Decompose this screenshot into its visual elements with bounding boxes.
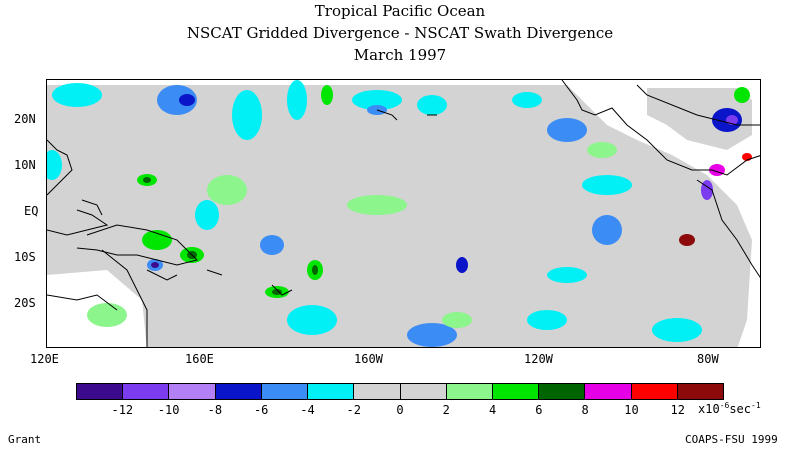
colorbar-swatch xyxy=(446,384,493,399)
lon-label-160e: 160E xyxy=(185,352,214,366)
map-title: Tropical Pacific Ocean xyxy=(314,2,486,20)
map-date: March 1997 xyxy=(353,46,447,64)
colorbar-tick-label: 12 xyxy=(670,403,685,417)
colorbar-swatch xyxy=(631,384,678,399)
lat-label-10s: 10S xyxy=(14,250,36,264)
map-plot-area xyxy=(46,79,761,348)
colorbar-swatch xyxy=(539,384,586,399)
colorbar-swatch xyxy=(400,384,447,399)
colorbar-tick-label: -6 xyxy=(253,403,269,417)
ocean-data-region xyxy=(47,85,752,347)
colorbar-swatch xyxy=(308,384,355,399)
colorbar-tick-label: -8 xyxy=(207,403,223,417)
colorbar-tick-label: -4 xyxy=(300,403,315,417)
colorbar xyxy=(76,383,724,400)
divergence-map xyxy=(47,80,760,347)
coastlines xyxy=(47,80,760,347)
caribbean-data-region xyxy=(647,88,752,150)
colorbar-swatch xyxy=(215,384,262,399)
lon-label-120w: 120W xyxy=(524,352,553,366)
lat-label-20n: 20N xyxy=(14,112,36,126)
author-credit: Grant xyxy=(8,433,42,446)
colorbar-tick-label: 10 xyxy=(624,403,639,417)
colorbar-tick-label: 8 xyxy=(581,403,589,417)
colorbar-tick-label: 4 xyxy=(488,403,497,417)
map-subtitle: NSCAT Gridded Divergence - NSCAT Swath D… xyxy=(186,24,614,42)
colorbar-tick-label: -2 xyxy=(346,403,361,417)
org-credit: COAPS-FSU 1999 xyxy=(685,433,778,446)
colorbar-swatch xyxy=(261,384,309,399)
colorbar-tick-label: 0 xyxy=(396,403,404,417)
lat-label-20s: 20S xyxy=(14,296,36,310)
lat-label-eq: EQ xyxy=(24,204,39,218)
colorbar-tick-label: 2 xyxy=(442,403,450,417)
colorbar-swatch xyxy=(123,384,170,399)
lat-label-10n: 10N xyxy=(14,158,36,172)
colorbar-tick-label: -10 xyxy=(157,403,180,417)
lon-label-80w: 80W xyxy=(697,352,719,366)
colorbar-swatch xyxy=(492,384,540,399)
lon-label-120e: 120E xyxy=(30,352,59,366)
colorbar-swatch xyxy=(169,384,216,399)
colorbar-swatch xyxy=(354,384,401,399)
divergence-contours xyxy=(47,80,752,347)
colorbar-units: x10-6sec-1 xyxy=(698,401,761,416)
colorbar-swatch xyxy=(77,384,124,399)
colorbar-swatch xyxy=(585,384,632,399)
colorbar-tick-label: -12 xyxy=(111,403,134,417)
lon-label-160w: 160W xyxy=(354,352,383,366)
colorbar-swatch xyxy=(677,384,724,399)
colorbar-tick-label: 6 xyxy=(535,403,543,417)
